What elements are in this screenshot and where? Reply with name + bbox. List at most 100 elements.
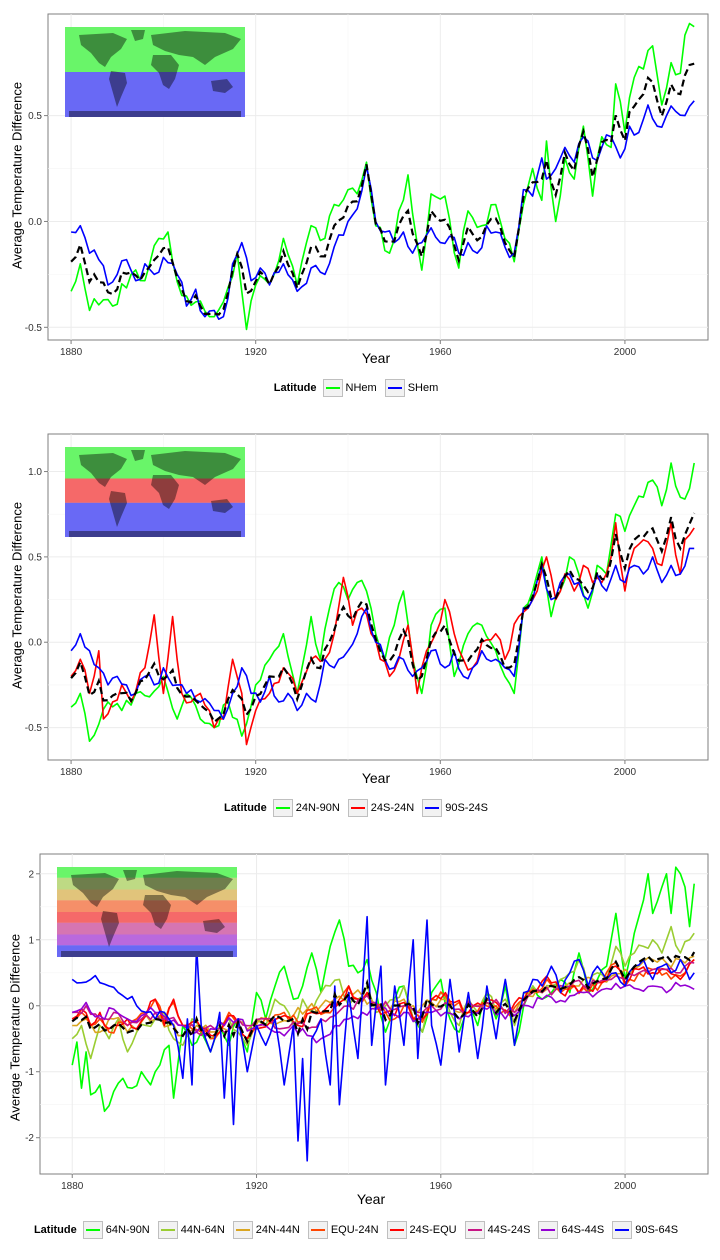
legend-key bbox=[272, 799, 293, 817]
legend-key bbox=[422, 799, 443, 817]
x-tick-label: 1920 bbox=[245, 1181, 268, 1192]
legend-title: Latitude bbox=[33, 1224, 77, 1236]
mean-line bbox=[70, 512, 696, 724]
x-tick-label: 1920 bbox=[245, 767, 268, 778]
y-axis-label: Average Temperature Difference bbox=[7, 933, 23, 1122]
y-tick-label: -1 bbox=[25, 1067, 34, 1078]
map-band bbox=[57, 912, 237, 923]
map-landmass bbox=[211, 499, 233, 513]
y-tick-label: -0.5 bbox=[25, 723, 43, 734]
x-tick-label: 2000 bbox=[614, 347, 637, 358]
map-landmass bbox=[203, 919, 225, 933]
map-band bbox=[57, 922, 237, 935]
x-tick-label: 2000 bbox=[614, 1181, 637, 1192]
x-tick-label: 2000 bbox=[614, 767, 637, 778]
y-tick-label: 0.5 bbox=[28, 111, 42, 122]
inset-map bbox=[65, 27, 245, 117]
legend-label: 90S-64S bbox=[635, 1224, 679, 1236]
legend-item: 24S-24N bbox=[347, 799, 420, 817]
chart-panel-2: 1880 1920 1960 2000 -0.5 0.0 0.5 1.0 Average Te… bbox=[0, 420, 720, 830]
map-landmass bbox=[61, 951, 233, 957]
y-tick-label: 0.0 bbox=[28, 638, 42, 649]
legend-label: 44N-64N bbox=[180, 1224, 225, 1236]
y-tick-label: 1 bbox=[28, 935, 34, 946]
map-landmass bbox=[79, 453, 127, 487]
legend-label: 44S-24S bbox=[487, 1224, 531, 1236]
series-line bbox=[71, 915, 695, 1162]
legend-label: 64S-44S bbox=[561, 1224, 605, 1236]
map-landmass bbox=[69, 531, 241, 537]
series-group bbox=[70, 22, 695, 331]
legend-item: 90S-24S bbox=[422, 799, 494, 817]
legend-title: Latitude bbox=[273, 382, 317, 394]
x-tick-label: 1960 bbox=[430, 1181, 453, 1192]
chart-1-plot: 1880 1920 1960 2000 -0.5 0.0 0.5 bbox=[25, 13, 709, 358]
map-landmass bbox=[151, 31, 241, 65]
legend: Latitude NHem SHem bbox=[0, 379, 720, 397]
map-band bbox=[57, 945, 237, 957]
legend-key bbox=[612, 1221, 633, 1239]
legend-item: 90S-64S bbox=[612, 1221, 684, 1239]
legend-key bbox=[347, 799, 368, 817]
map-band bbox=[57, 877, 237, 890]
legend-item: SHem bbox=[384, 379, 445, 397]
x-tick-label: 1960 bbox=[429, 767, 452, 778]
legend-label: 90S-24S bbox=[445, 802, 489, 814]
x-tick-label: 1880 bbox=[60, 767, 83, 778]
legend-title: Latitude bbox=[223, 802, 267, 814]
legend-key bbox=[386, 1221, 407, 1239]
y-tick-label: 0.5 bbox=[28, 552, 42, 563]
chart-3-plot: 1880 1920 1960 2000 -2 -1 0 1 2 bbox=[25, 853, 709, 1192]
series-group bbox=[70, 462, 696, 746]
map-landmass bbox=[101, 911, 119, 947]
series-line bbox=[70, 100, 695, 320]
y-tick-label: -0.5 bbox=[25, 323, 43, 334]
map-band bbox=[57, 900, 237, 912]
map-landmass bbox=[131, 450, 145, 461]
legend-label: 24S-24N bbox=[370, 802, 415, 814]
map-landmass bbox=[69, 111, 241, 117]
series-line bbox=[70, 547, 695, 720]
map-landmass bbox=[143, 895, 171, 929]
map-band bbox=[57, 934, 237, 946]
map-landmass bbox=[123, 870, 137, 881]
y-axis-label: Average Temperature Difference bbox=[9, 501, 25, 690]
y-tick-label: 0 bbox=[28, 1001, 34, 1012]
legend-key bbox=[232, 1221, 253, 1239]
legend-item: 24S-EQU bbox=[386, 1221, 463, 1239]
x-axis-label: Year bbox=[361, 770, 391, 786]
legend-item: 64S-44S bbox=[538, 1221, 610, 1239]
legend-key bbox=[538, 1221, 559, 1239]
map-band bbox=[65, 27, 245, 72]
map-landmass bbox=[151, 451, 241, 485]
map-band bbox=[65, 502, 245, 537]
map-landmass bbox=[151, 55, 179, 89]
x-axis-label: Year bbox=[356, 1191, 386, 1207]
series-line bbox=[70, 522, 695, 746]
mean-line bbox=[71, 951, 696, 1045]
y-axis-label: Average Temperature Difference bbox=[9, 81, 25, 270]
legend: Latitude 24N-90N 24S-24N 90S-24S bbox=[0, 799, 720, 817]
inset-map bbox=[65, 447, 245, 537]
legend-item: NHem bbox=[322, 379, 383, 397]
legend-item: 64N-90N bbox=[82, 1221, 156, 1239]
map-landmass bbox=[79, 33, 127, 67]
map-band bbox=[65, 447, 245, 479]
legend-label: SHem bbox=[407, 382, 439, 394]
map-landmass bbox=[131, 30, 145, 41]
legend-label: 64N-90N bbox=[105, 1224, 150, 1236]
legend-item: 44S-24S bbox=[464, 1221, 537, 1239]
chart-panel-1: 1880 1920 1960 2000 -0.5 0.0 0.5 Average Tempe… bbox=[0, 0, 720, 410]
map-landmass bbox=[109, 491, 127, 527]
legend-key bbox=[307, 1221, 328, 1239]
map-landmass bbox=[143, 871, 233, 905]
chart-2-plot: 1880 1920 1960 2000 -0.5 0.0 0.5 1.0 bbox=[25, 433, 709, 778]
legend-label: 24N-90N bbox=[295, 802, 340, 814]
y-tick-label: 1.0 bbox=[28, 467, 42, 478]
map-band bbox=[65, 72, 245, 117]
legend-item: 44N-64N bbox=[157, 1221, 231, 1239]
legend-key bbox=[464, 1221, 485, 1239]
map-band bbox=[57, 889, 237, 901]
y-tick-label: -2 bbox=[25, 1133, 34, 1144]
x-tick-label: 1920 bbox=[245, 347, 268, 358]
